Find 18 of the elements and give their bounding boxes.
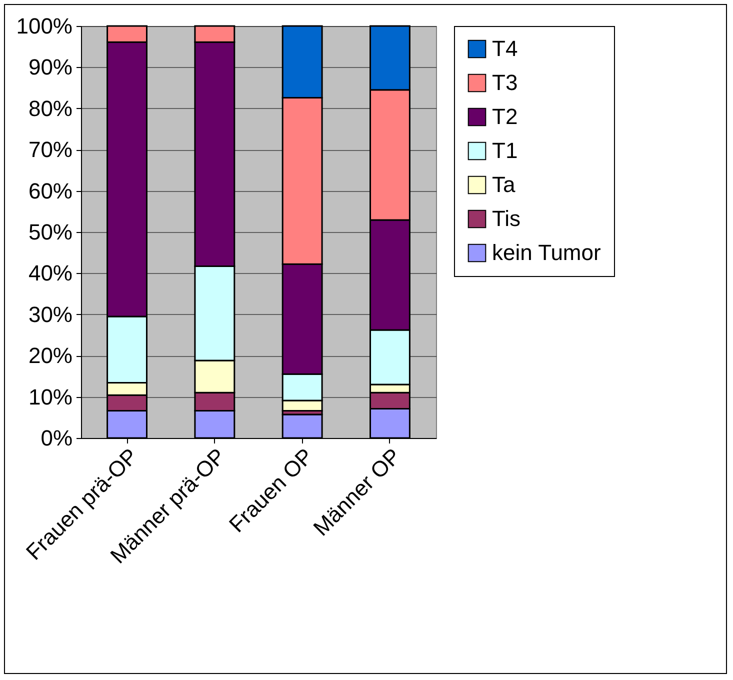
- y-tick-label: 30%: [28, 302, 72, 327]
- y-tick-label: 80%: [28, 96, 72, 121]
- y-tick-label: 70%: [28, 137, 72, 162]
- y-tick-label: 100%: [16, 14, 72, 38]
- y-tick-label: 40%: [28, 260, 72, 286]
- legend-label: T2: [492, 104, 518, 129]
- legend-label: kein Tumor: [492, 240, 601, 265]
- y-tick-label: 50%: [28, 220, 72, 244]
- legend-label: Tis: [492, 206, 521, 231]
- y-tick-label: 10%: [28, 384, 72, 410]
- legend-label: T1: [492, 138, 518, 163]
- y-tick-label: 60%: [28, 178, 72, 204]
- legend-label: T4: [492, 36, 518, 61]
- legend-label: Ta: [492, 172, 516, 197]
- y-tick-label: 0%: [40, 426, 72, 450]
- y-tick-label: 20%: [28, 343, 72, 368]
- y-tick-label: 90%: [28, 54, 72, 80]
- legend-label: T3: [492, 70, 518, 95]
